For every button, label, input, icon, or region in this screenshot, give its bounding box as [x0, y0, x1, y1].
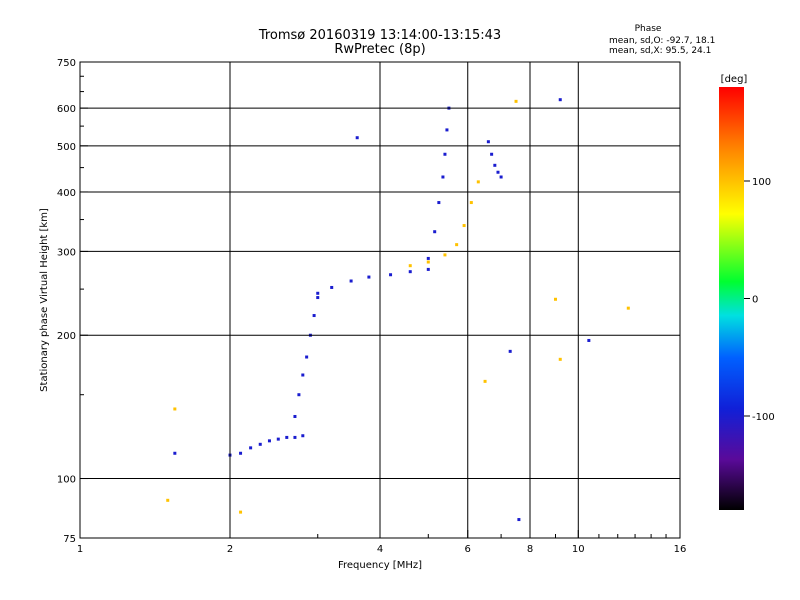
echo-point — [293, 435, 297, 439]
stats-o-mode: mean, sd,O: -92.7, 18.1 — [609, 36, 715, 46]
echo-point — [433, 230, 437, 234]
echo-point — [483, 379, 487, 383]
axis-ticks: 1 2 4 6 8 10 16 75 100 200 300 400 500 600 750 — [57, 58, 686, 555]
x-tick-label: 2 — [227, 544, 233, 555]
gridlines — [80, 62, 680, 538]
x-tick-label: 1 — [77, 544, 83, 555]
echo-point — [486, 140, 490, 144]
echo-point — [293, 414, 297, 418]
echo-point — [173, 407, 177, 411]
colorbar-label: [deg] — [721, 74, 748, 85]
echo-point — [558, 98, 562, 102]
echo-point — [553, 297, 557, 301]
echo-point — [476, 180, 480, 184]
y-tick-label: 400 — [57, 188, 76, 199]
y-tick-label: 300 — [57, 247, 76, 258]
echo-point — [285, 435, 289, 439]
y-tick-label: 75 — [63, 534, 76, 545]
echo-point — [330, 285, 334, 289]
echo-point — [499, 175, 503, 179]
echo-point — [445, 128, 449, 132]
echo-point — [239, 451, 243, 455]
echo-point — [437, 201, 441, 205]
echo-point — [173, 451, 177, 455]
echo-point — [301, 434, 305, 438]
echo-point — [490, 152, 494, 156]
echo-point — [267, 439, 271, 443]
x-tick-label: 4 — [377, 544, 383, 555]
echo-point — [239, 510, 243, 514]
echo-point — [408, 264, 412, 268]
echo-point — [443, 152, 447, 156]
echo-point — [426, 260, 430, 264]
x-tick-label: 10 — [572, 544, 585, 555]
stats-heading: Phase — [635, 24, 662, 34]
echo-point — [349, 279, 353, 283]
y-axis-label: Stationary phase Virtual Height [km] — [39, 208, 50, 392]
echo-point — [312, 314, 316, 318]
y-tick-label: 500 — [57, 142, 76, 153]
echo-point — [355, 136, 359, 140]
echo-point — [508, 349, 512, 353]
colorbar-tick-label: -100 — [752, 412, 775, 423]
x-tick-label: 16 — [674, 544, 687, 555]
echo-point — [455, 243, 459, 247]
y-tick-label: 100 — [57, 475, 76, 486]
y-tick-label: 750 — [57, 58, 76, 69]
x-tick-label: 8 — [527, 544, 533, 555]
colorbar-ticks: 100 0 -100 — [744, 177, 775, 423]
echo-point — [249, 446, 253, 450]
echo-point — [462, 224, 466, 228]
echo-point — [408, 270, 412, 274]
echo-point — [558, 357, 562, 361]
colorbar — [719, 87, 744, 510]
echo-point — [426, 256, 430, 260]
y-tick-label: 600 — [57, 104, 76, 115]
colorbar-tick-label: 0 — [752, 295, 758, 306]
echo-point — [517, 518, 521, 522]
echo-point — [514, 99, 518, 103]
echo-point — [441, 175, 445, 179]
x-axis-label: Frequency [MHz] — [338, 560, 422, 571]
chart-subtitle: RwPretec (8p) — [334, 42, 425, 57]
echo-point — [316, 291, 320, 295]
echo-points — [166, 98, 630, 522]
echo-point — [626, 306, 630, 310]
echo-point — [389, 273, 393, 277]
x-tick-label: 6 — [465, 544, 471, 555]
echo-point — [469, 201, 473, 205]
stats-x-mode: mean, sd,X: 95.5, 24.1 — [609, 46, 711, 56]
echo-point — [301, 373, 305, 377]
echo-point — [587, 338, 591, 342]
chart-title: Tromsø 20160319 13:14:00-13:15:43 — [258, 28, 501, 43]
echo-point — [305, 355, 309, 359]
echo-point — [496, 170, 500, 174]
y-tick-label: 200 — [57, 331, 76, 342]
echo-point — [297, 393, 301, 397]
echo-point — [166, 498, 170, 502]
echo-point — [258, 442, 262, 446]
echo-point — [426, 267, 430, 271]
colorbar-tick-label: 100 — [752, 177, 771, 188]
echo-point — [276, 437, 280, 441]
echo-point — [367, 275, 371, 279]
echo-point — [316, 296, 320, 300]
echo-point — [493, 163, 497, 167]
echo-point — [443, 253, 447, 257]
